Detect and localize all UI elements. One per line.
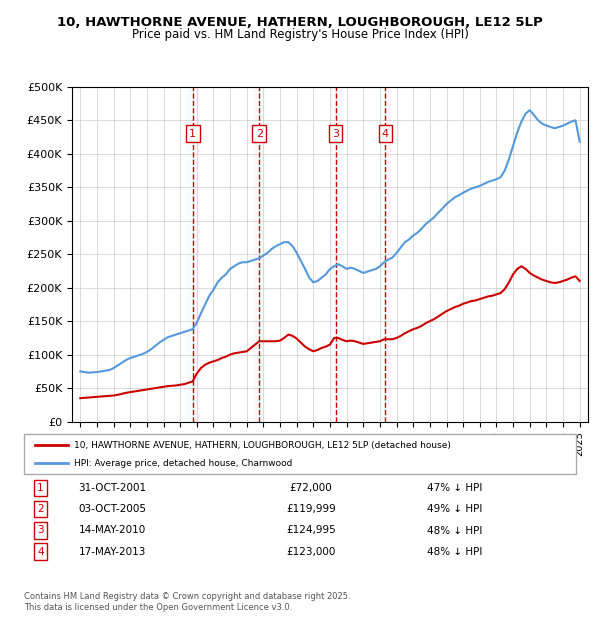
Bar	[188, 87, 197, 422]
Text: 48% ↓ HPI: 48% ↓ HPI	[427, 526, 482, 536]
FancyBboxPatch shape	[24, 434, 576, 474]
Text: £123,000: £123,000	[286, 547, 336, 557]
Text: 03-OCT-2005: 03-OCT-2005	[79, 504, 146, 515]
Text: 1: 1	[189, 129, 196, 139]
Text: 10, HAWTHORNE AVENUE, HATHERN, LOUGHBOROUGH, LE12 5LP (detached house): 10, HAWTHORNE AVENUE, HATHERN, LOUGHBORO…	[74, 441, 451, 450]
Text: Contains HM Land Registry data © Crown copyright and database right 2025.
This d: Contains HM Land Registry data © Crown c…	[24, 592, 350, 611]
Text: 3: 3	[332, 129, 339, 139]
Text: 49% ↓ HPI: 49% ↓ HPI	[427, 504, 482, 515]
Text: 4: 4	[37, 547, 44, 557]
Text: 47% ↓ HPI: 47% ↓ HPI	[427, 483, 482, 493]
Text: £124,995: £124,995	[286, 526, 336, 536]
Text: 1: 1	[37, 483, 44, 493]
Text: £119,999: £119,999	[286, 504, 336, 515]
Text: 10, HAWTHORNE AVENUE, HATHERN, LOUGHBOROUGH, LE12 5LP: 10, HAWTHORNE AVENUE, HATHERN, LOUGHBORO…	[57, 16, 543, 29]
Text: 3: 3	[37, 526, 44, 536]
Text: £72,000: £72,000	[290, 483, 332, 493]
Text: HPI: Average price, detached house, Charnwood: HPI: Average price, detached house, Char…	[74, 459, 292, 467]
Text: 2: 2	[37, 504, 44, 515]
Text: 2: 2	[256, 129, 263, 139]
Bar	[331, 87, 341, 422]
Text: 31-OCT-2001: 31-OCT-2001	[78, 483, 146, 493]
Text: 4: 4	[382, 129, 389, 139]
Text: 48% ↓ HPI: 48% ↓ HPI	[427, 547, 482, 557]
Text: 14-MAY-2010: 14-MAY-2010	[79, 526, 146, 536]
Text: Price paid vs. HM Land Registry's House Price Index (HPI): Price paid vs. HM Land Registry's House …	[131, 28, 469, 41]
Bar	[254, 87, 264, 422]
Text: 17-MAY-2013: 17-MAY-2013	[79, 547, 146, 557]
Bar	[380, 87, 391, 422]
